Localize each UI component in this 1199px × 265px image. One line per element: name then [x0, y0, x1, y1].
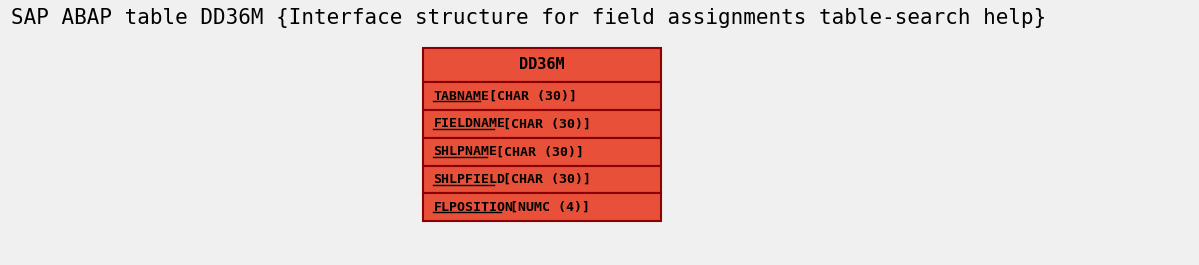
- Text: SAP ABAP table DD36M {Interface structure for field assignments table-search hel: SAP ABAP table DD36M {Interface structur…: [11, 8, 1046, 28]
- Text: FIELDNAME: FIELDNAME: [434, 117, 506, 130]
- Text: [CHAR (30)]: [CHAR (30)]: [495, 173, 591, 186]
- FancyBboxPatch shape: [422, 110, 661, 138]
- FancyBboxPatch shape: [422, 48, 661, 82]
- Text: SHLPNAME: SHLPNAME: [434, 145, 498, 158]
- FancyBboxPatch shape: [422, 138, 661, 166]
- Text: FLPOSITION: FLPOSITION: [434, 201, 513, 214]
- Text: [NUMC (4)]: [NUMC (4)]: [501, 201, 590, 214]
- Text: [CHAR (30)]: [CHAR (30)]: [481, 90, 577, 103]
- FancyBboxPatch shape: [422, 166, 661, 193]
- Text: TABNAME: TABNAME: [434, 90, 489, 103]
- Text: SHLPFIELD: SHLPFIELD: [434, 173, 506, 186]
- FancyBboxPatch shape: [422, 82, 661, 110]
- Text: DD36M: DD36M: [519, 58, 565, 72]
- FancyBboxPatch shape: [422, 193, 661, 221]
- Text: [CHAR (30)]: [CHAR (30)]: [495, 117, 591, 130]
- Text: [CHAR (30)]: [CHAR (30)]: [488, 145, 584, 158]
